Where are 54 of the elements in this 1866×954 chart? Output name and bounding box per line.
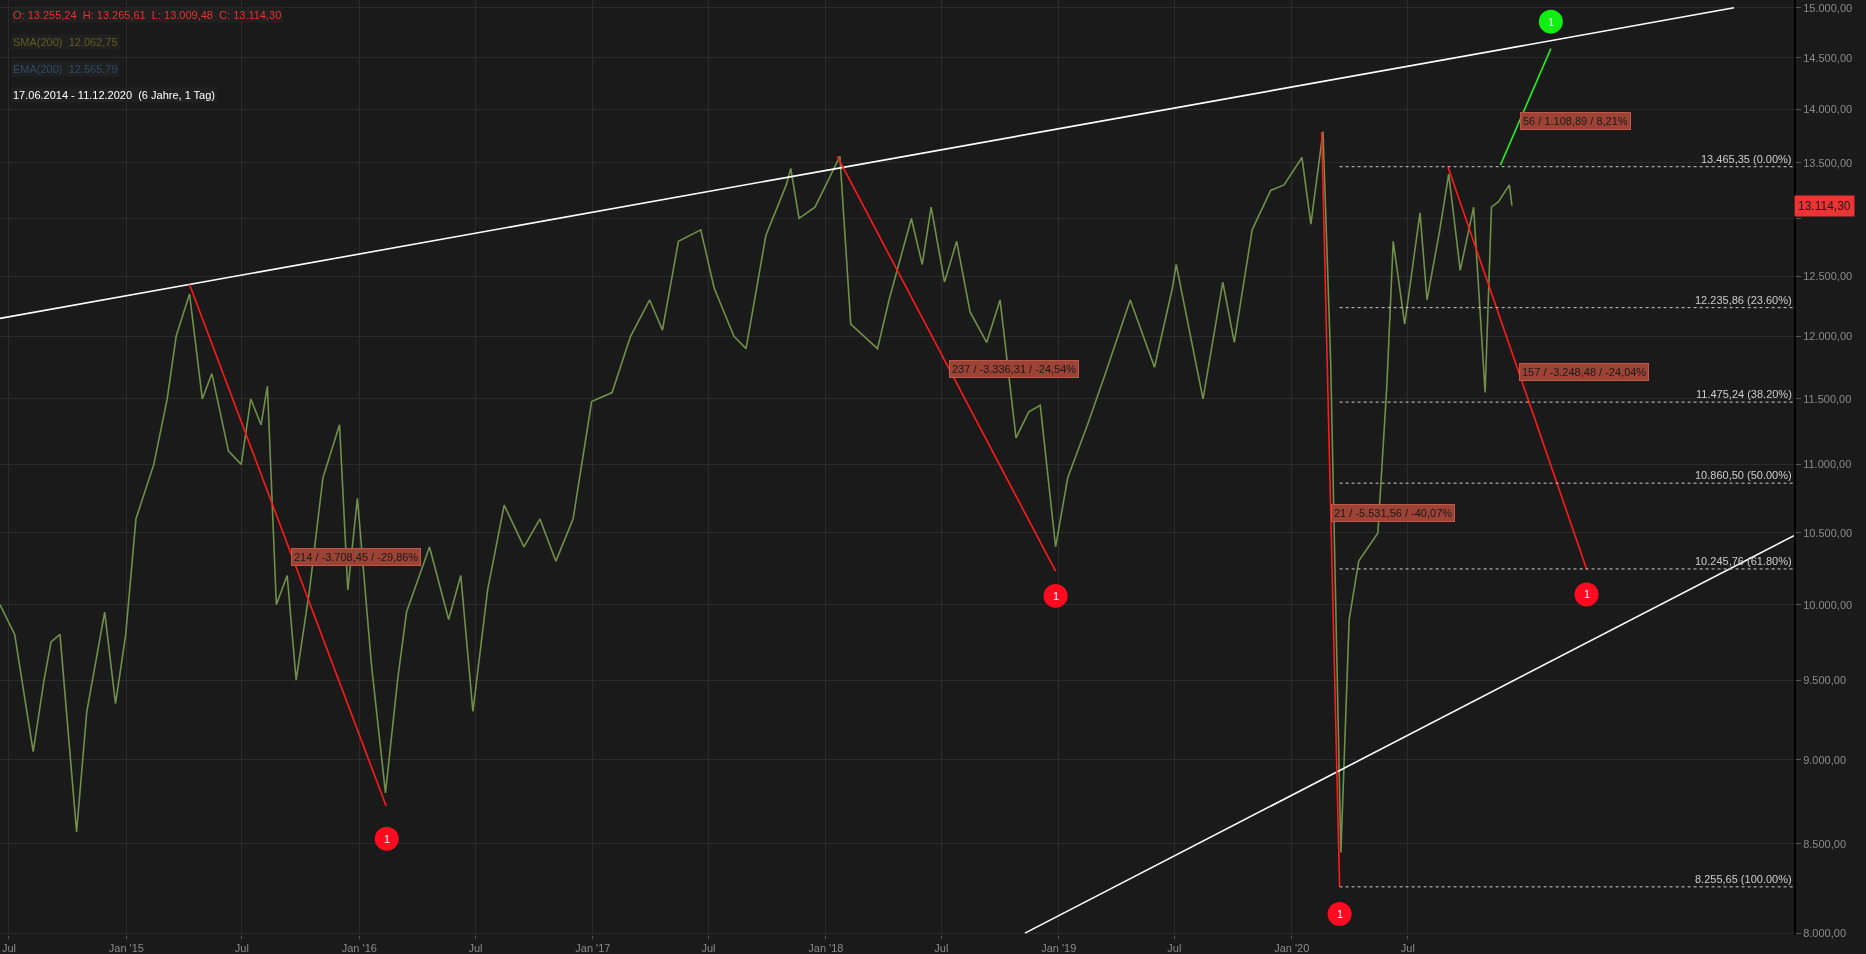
series-label: 8.255,65 (100.00%) (1695, 873, 1792, 885)
annotation: 17.06.2014 - 11.12.2020 (6 Jahre, 1 Tag) (13, 89, 216, 101)
annotation: 157 / -3.248,48 / -24,04% (1522, 366, 1647, 378)
annotation: 1 (384, 833, 391, 845)
x-tick-label: Jul (468, 942, 483, 954)
annotation: 214 / -3.708,45 / -29,86% (294, 551, 419, 563)
x-tick-label: Jan '17 (575, 942, 611, 954)
x-tick-label: Jul (934, 942, 949, 954)
annotation: EMA(200) 12.565,79 (13, 63, 118, 75)
x-tick-label: Jan '19 (1041, 942, 1077, 954)
series-label: 10.245,76 (61.80%) (1695, 555, 1792, 567)
x-tick-label: Jan '20 (1274, 942, 1310, 954)
x-tick-label: Jan '15 (108, 942, 144, 954)
line-series (0, 130, 1513, 854)
x-tick-label: Jul (701, 942, 716, 954)
x-tick-label: Jul (1400, 942, 1415, 954)
series-label: 10.860,50 (50.00%) (1695, 469, 1792, 481)
y-tick-label: 11.500,00 (1803, 392, 1852, 405)
x-tick-label: Jul (1167, 942, 1182, 954)
x-tick-label: Jan '18 (808, 942, 844, 954)
y-tick-label: 14.500,00 (1803, 51, 1853, 64)
x-tick-label: Jan '16 (341, 942, 377, 954)
annotation: 1 (1053, 590, 1060, 602)
y-tick-label: 12.000,00 (1803, 330, 1853, 343)
annotation: 21 / -5.531,56 / -40,07% (1334, 507, 1453, 519)
y-tick-label: 8.500,00 (1803, 837, 1847, 850)
y-tick-label: 13.500,00 (1803, 156, 1853, 169)
point (1327, 901, 1352, 926)
y-tick-label: 15.000,00 (1803, 1, 1853, 14)
y-tick-label: 10.000,00 (1803, 598, 1853, 611)
annotation: 1 (1548, 16, 1555, 28)
y-tick-label: 9.000,00 (1803, 753, 1847, 766)
annotation: 1 (1337, 908, 1344, 920)
annotation: 1 (1584, 588, 1591, 600)
series-label: 11.475,24 (38.20%) (1696, 388, 1792, 400)
x-tick-label: Jul (234, 942, 249, 954)
series-label: 12.235,86 (23.60%) (1695, 294, 1792, 306)
x-tick-label: Jul (1, 942, 16, 954)
annotation: 56 / 1.108,89 / 8,21% (1523, 115, 1628, 127)
y-tick-label: 9.500,00 (1803, 674, 1847, 687)
point (1538, 9, 1563, 34)
annotation: O: 13.255,24 H: 13.265,61 L: 13.009,48 C: 13.114,30 (13, 9, 282, 21)
annotation: SMA(200) 12.062,75 (13, 36, 118, 48)
y-tick-label: 14.000,00 (1803, 103, 1853, 116)
point (374, 826, 399, 851)
point (1043, 583, 1068, 608)
point (1574, 582, 1599, 607)
annotation: 237 / -3.336,31 / -24,54% (952, 363, 1077, 375)
y-tick-label: 10.500,00 (1803, 526, 1853, 539)
y-tick-label: 12.500,00 (1803, 270, 1853, 283)
y-tick-label: 11.000,00 (1803, 458, 1852, 471)
series-label: 13.465,35 (0.00%) (1701, 153, 1792, 165)
y-tick-label: 8.000,00 (1803, 927, 1847, 940)
text: 13.114,30 (1798, 199, 1851, 213)
